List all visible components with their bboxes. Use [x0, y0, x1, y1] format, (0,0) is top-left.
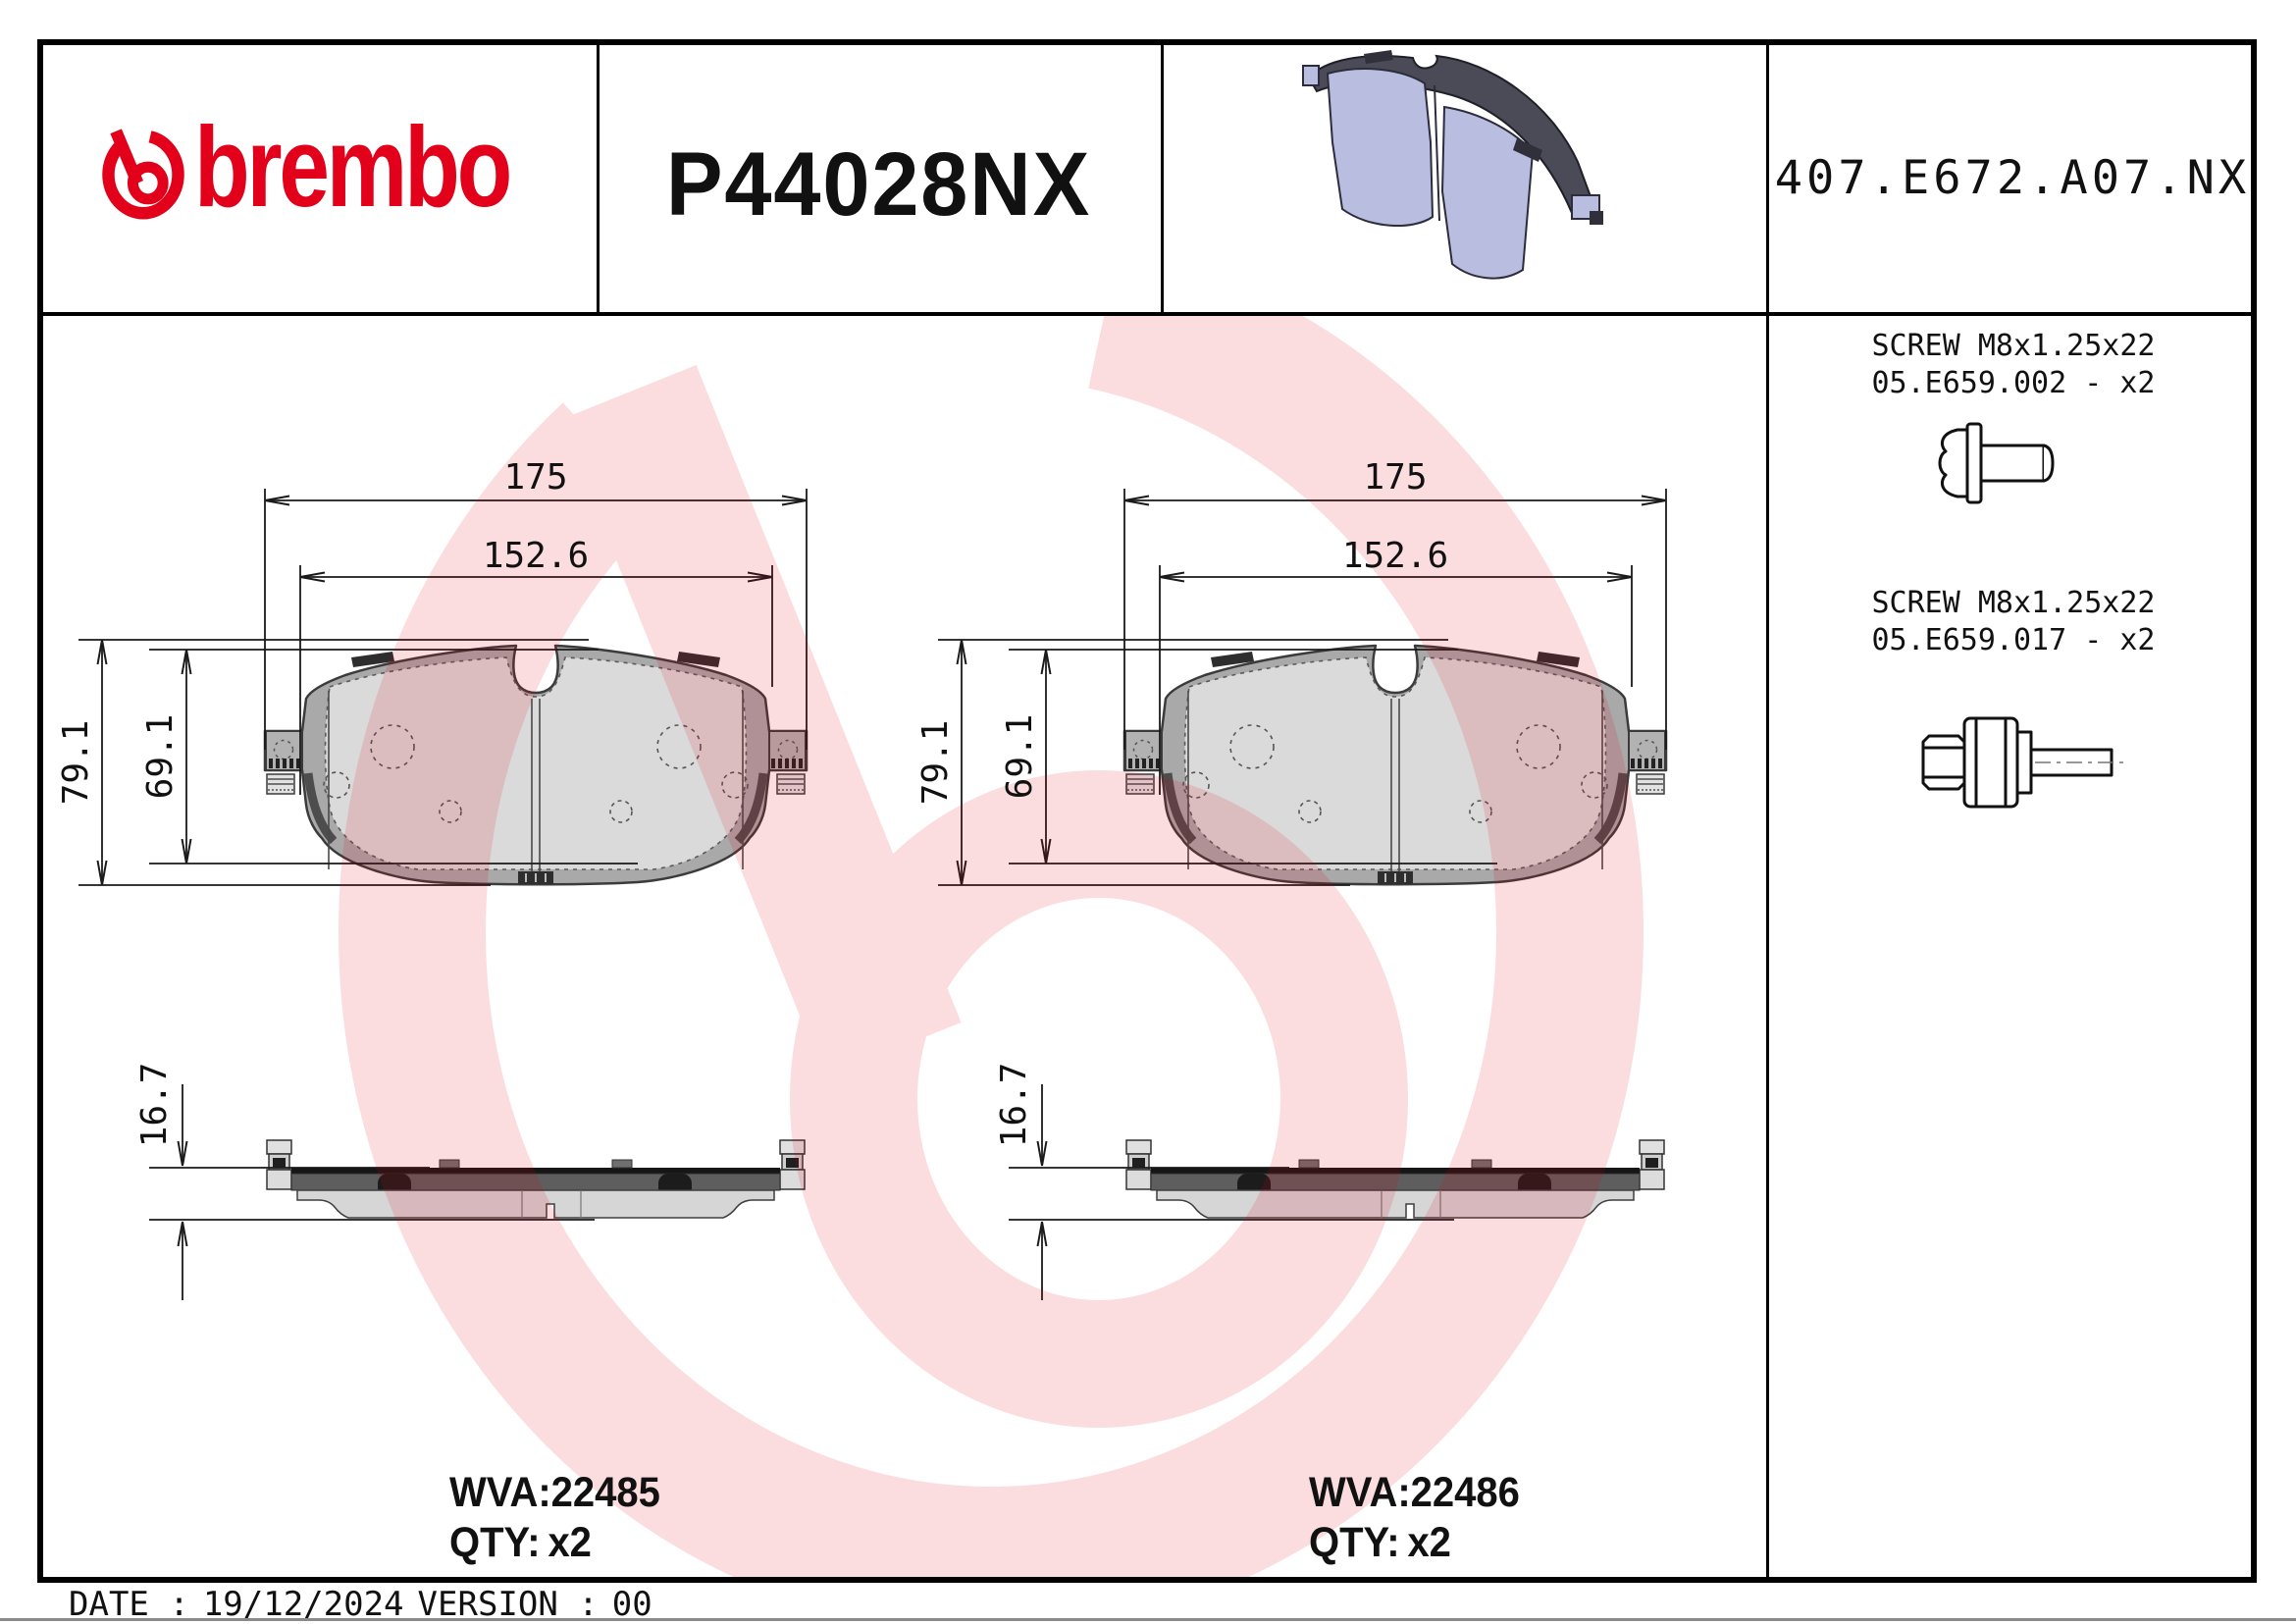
pad-front-view-left	[78, 489, 807, 885]
version-label: VERSION :	[417, 1585, 599, 1624]
wva-row: WVA:22486	[1309, 1468, 1520, 1518]
right-column-divider	[1766, 39, 1769, 1583]
wva-label: WVA:	[1309, 1469, 1411, 1516]
wva-number: 22486	[1410, 1469, 1520, 1516]
sheet-bottom-rule	[0, 1618, 2296, 1621]
outer-border-right	[2251, 39, 2257, 1583]
date-label: DATE :	[69, 1585, 189, 1624]
outer-border-left	[37, 39, 43, 1583]
qty-row: QTY: x2	[449, 1518, 660, 1568]
header-divider-2	[1161, 39, 1164, 314]
date-value: 19/12/2024	[202, 1585, 404, 1624]
pad-side-view-left	[149, 1084, 806, 1300]
screw-2-code: 05.E659.017 - x2	[1871, 622, 2156, 657]
dim-overall-height-right: 79.1	[915, 719, 956, 806]
screw-2-label: SCREW M8x1.25x22 05.E659.017 - x2	[1778, 585, 2249, 658]
dim-overall-width-left: 175	[503, 457, 568, 498]
dim-thickness-right: 16.7	[994, 1062, 1034, 1148]
catalog-code: 407.E672.A07.NX	[1774, 151, 2251, 205]
part-number: P44028NX	[665, 134, 1092, 235]
screw-1-code: 05.E659.002 - x2	[1871, 365, 2156, 400]
screw-1-spec: SCREW M8x1.25x22	[1871, 329, 2156, 363]
outer-border-bottom	[37, 1577, 2257, 1583]
qty-value: x2	[548, 1518, 592, 1566]
wva-block-right: WVA:22486 QTY: x2	[1309, 1468, 1520, 1567]
outer-border-top	[37, 39, 2257, 45]
qty-row: QTY: x2	[1309, 1518, 1520, 1568]
header-divider-1	[597, 39, 600, 314]
dim-pad-width-right: 152.6	[1341, 536, 1449, 576]
wva-number: 22485	[550, 1469, 660, 1516]
dim-thickness-left: 16.7	[134, 1062, 175, 1148]
header-bottom-line	[37, 312, 2257, 316]
wva-block-left: WVA:22485 QTY: x2	[449, 1468, 660, 1567]
screw-1-label: SCREW M8x1.25x22 05.E659.002 - x2	[1778, 328, 2249, 401]
footer-revision-line: DATE : 19/12/2024 VERSION : 00	[69, 1588, 666, 1621]
dim-pad-height-left: 69.1	[140, 713, 181, 800]
pad-side-view-right	[1009, 1084, 1665, 1300]
screw-1-drawing	[1938, 422, 2055, 504]
dim-pad-width-left: 152.6	[482, 536, 590, 576]
wva-label: WVA:	[449, 1469, 551, 1516]
wva-row: WVA:22485	[449, 1468, 660, 1518]
screw-2-spec: SCREW M8x1.25x22	[1871, 586, 2156, 620]
qty-label: QTY:	[1309, 1518, 1400, 1566]
brembo-logo-icon	[102, 129, 184, 220]
version-value: 00	[611, 1585, 652, 1624]
qty-value: x2	[1407, 1518, 1451, 1566]
brand-wordmark: brembo	[194, 103, 512, 231]
dim-overall-width-right: 175	[1363, 457, 1428, 498]
screw-2-drawing	[1921, 716, 2129, 809]
qty-label: QTY:	[449, 1518, 541, 1566]
pad-3d-illustration	[1302, 50, 1603, 280]
dim-pad-height-right: 69.1	[1000, 713, 1040, 800]
dim-overall-height-left: 79.1	[56, 719, 96, 806]
pad-front-view-right	[938, 489, 1666, 885]
